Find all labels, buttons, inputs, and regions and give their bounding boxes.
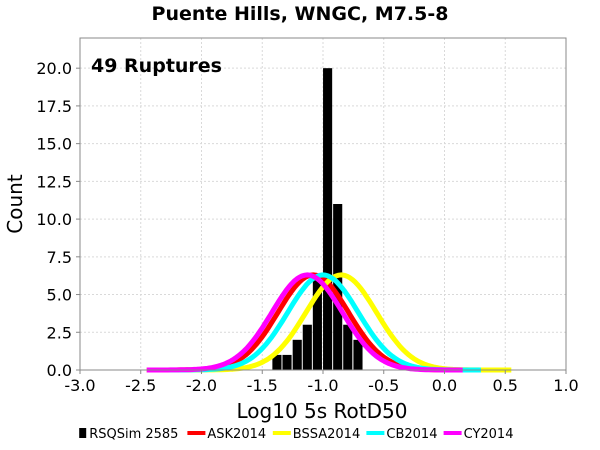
legend-label: BSSA2014 <box>293 427 360 442</box>
x-tick-label: -1.0 <box>307 376 338 395</box>
y-tick-label: 20.0 <box>36 59 72 78</box>
x-tick-label: -2.0 <box>186 376 217 395</box>
histogram-bar <box>353 339 363 370</box>
x-tick-label: -1.5 <box>247 376 278 395</box>
y-tick-label: 10.0 <box>36 210 72 229</box>
histogram-bar <box>282 354 292 370</box>
plot-area <box>79 37 567 373</box>
y-tick-label: 7.5 <box>47 248 72 267</box>
x-tick-label: -3.0 <box>64 376 95 395</box>
histogram-bar <box>343 324 353 370</box>
x-tick-label: 0.5 <box>493 376 518 395</box>
histogram-bar <box>292 339 302 370</box>
x-axis-title: Log10 5s RotD50 <box>237 399 408 423</box>
y-tick-label: 12.5 <box>36 172 72 191</box>
legend: RSQSim 2585 ASK2014 BSSA2014 CB2014 CY2014 <box>79 427 513 442</box>
legend-label: ASK2014 <box>207 427 266 442</box>
legend-label: CY2014 <box>464 427 514 442</box>
legend-label: CB2014 <box>386 427 437 442</box>
y-axis-title: Count <box>3 174 27 234</box>
axes: -3.0 -2.5 -2.0 -1.5 -1.0 -0.5 0.0 0.5 1.0 0.0 2.5 5… <box>36 38 579 395</box>
chart-title: Puente Hills, WNGC, M7.5-8 <box>152 3 449 25</box>
ruptures-annotation: 49 Ruptures <box>91 55 222 77</box>
x-tick-label: 1.0 <box>553 376 578 395</box>
curve-cy2014 <box>146 272 463 373</box>
histogram-bar <box>312 279 322 370</box>
y-tick-label: 17.5 <box>36 97 72 116</box>
histogram-bar <box>302 324 312 370</box>
histogram-bar <box>323 68 333 370</box>
y-tick-label: 2.5 <box>47 323 72 342</box>
x-tick-label: 0.0 <box>432 376 457 395</box>
histogram-bar <box>272 354 282 370</box>
y-tick-label: 15.0 <box>36 135 72 154</box>
legend-swatch <box>79 428 87 438</box>
y-tick-label: 5.0 <box>47 286 72 305</box>
x-tick-label: -0.5 <box>368 376 399 395</box>
histogram-bar <box>333 204 343 370</box>
x-tick-label: -2.5 <box>125 376 156 395</box>
legend-label: RSQSim 2585 <box>89 427 178 442</box>
y-tick-label: 0.0 <box>47 361 72 380</box>
